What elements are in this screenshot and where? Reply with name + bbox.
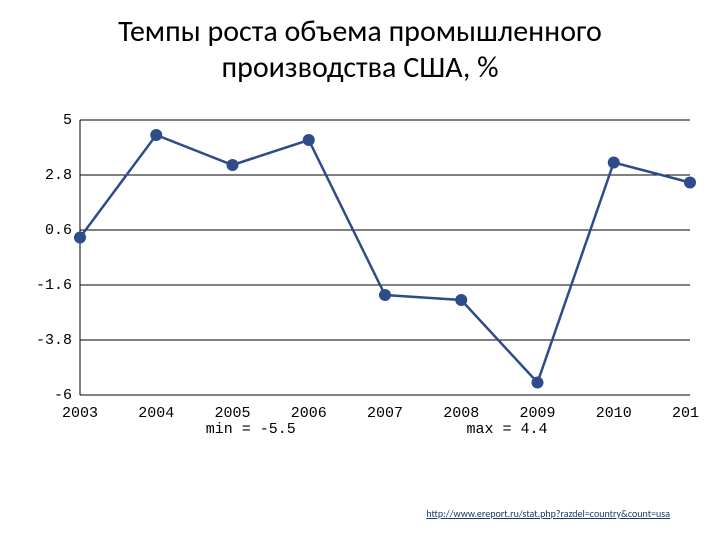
y-tick-label: 0.6 [45, 222, 72, 239]
y-tick-label: -1.6 [36, 277, 72, 294]
data-marker [608, 157, 620, 169]
y-tick-label: 5 [63, 112, 72, 129]
x-tick-label: 2005 [214, 405, 250, 422]
x-tick-label: 2010 [596, 405, 632, 422]
source-link[interactable]: http://www.ereport.ru/stat.php?razdel=co… [426, 507, 670, 520]
data-marker [303, 134, 315, 146]
data-marker [74, 232, 86, 244]
data-line [80, 135, 690, 383]
x-tick-label: 2011 [672, 405, 700, 422]
x-tick-label: 2006 [291, 405, 327, 422]
x-tick-label: 2007 [367, 405, 403, 422]
y-tick-label: -6 [54, 387, 72, 404]
data-marker [455, 294, 467, 306]
line-chart: -6 -3.8 -1.6 0.6 2.8 5 2003 2004 2005 2006 2007 200… [20, 110, 700, 450]
data-marker [684, 177, 696, 189]
y-tick-label: -3.8 [36, 332, 72, 349]
x-tick-label: 2008 [443, 405, 479, 422]
chart-title: Темпы роста объема промышленного произво… [40, 14, 680, 86]
y-tick-label: 2.8 [45, 167, 72, 184]
data-marker [532, 377, 544, 389]
data-marker [379, 289, 391, 301]
x-tick-label: 2009 [519, 405, 555, 422]
x-tick-label: 2003 [62, 405, 98, 422]
x-tick-label: 2004 [138, 405, 174, 422]
data-marker [150, 129, 162, 141]
caption-max: max = 4.4 [466, 421, 547, 438]
chart-container: -6 -3.8 -1.6 0.6 2.8 5 2003 2004 2005 2006 2007 200… [20, 110, 700, 450]
data-marker [227, 159, 239, 171]
caption-min: min = -5.5 [206, 421, 296, 438]
